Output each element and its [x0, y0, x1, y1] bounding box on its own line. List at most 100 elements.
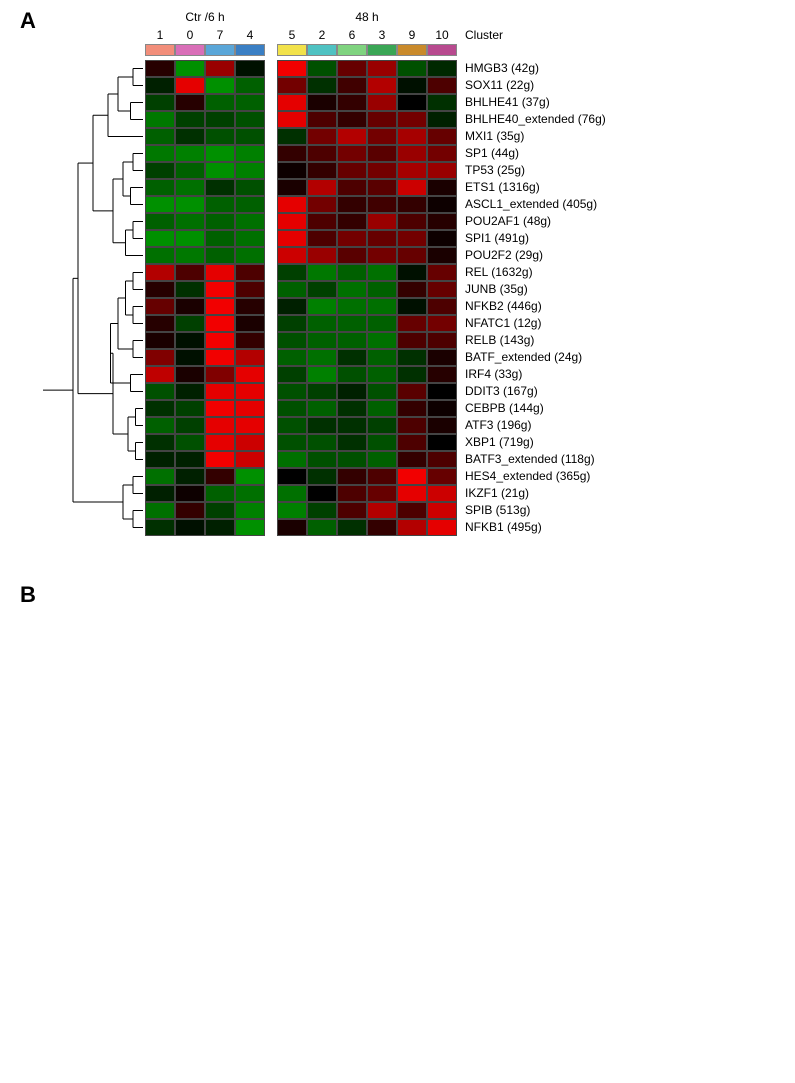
heatmap-cell	[397, 332, 427, 349]
heatmap-cell	[277, 485, 307, 502]
heatmap-cell	[145, 162, 175, 179]
heatmap-cell	[397, 145, 427, 162]
heatmap-row-label: SOX11 (22g)	[465, 78, 534, 92]
heatmap-cell	[397, 519, 427, 536]
heatmap-cell	[397, 400, 427, 417]
heatmap-cell	[337, 366, 367, 383]
heatmap-cell	[235, 366, 265, 383]
heatmap-cell	[307, 400, 337, 417]
heatmap-cell	[337, 400, 367, 417]
heatmap-cell	[277, 77, 307, 94]
heatmap-row-label: DDIT3 (167g)	[465, 384, 538, 398]
cluster-id: 2	[307, 28, 337, 42]
cluster-color	[175, 44, 205, 56]
heatmap-cell	[427, 349, 457, 366]
heatmap-cell	[307, 264, 337, 281]
heatmap-cell	[145, 468, 175, 485]
heatmap-cell	[235, 196, 265, 213]
heatmap-cell	[175, 315, 205, 332]
heatmap-cell	[277, 298, 307, 315]
heatmap-cell	[175, 502, 205, 519]
heatmap-cell	[367, 94, 397, 111]
heatmap-cell	[307, 60, 337, 77]
cluster-id: 3	[367, 28, 397, 42]
heatmap-cell	[205, 111, 235, 128]
heatmap-cell	[367, 451, 397, 468]
heatmap-row-label: HMGB3 (42g)	[465, 61, 539, 75]
heatmap-cell	[175, 179, 205, 196]
group-header: 48 h	[277, 10, 457, 24]
heatmap-cell	[205, 247, 235, 264]
heatmap-cell	[145, 77, 175, 94]
heatmap-cell	[145, 400, 175, 417]
heatmap-cell	[205, 264, 235, 281]
heatmap-cell	[367, 383, 397, 400]
heatmap-cell	[427, 264, 457, 281]
heatmap-cell	[337, 434, 367, 451]
heatmap-cell	[397, 162, 427, 179]
heatmap-cell	[175, 383, 205, 400]
heatmap-cell	[205, 383, 235, 400]
heatmap-cell	[367, 315, 397, 332]
heatmap-cell	[175, 400, 205, 417]
heatmap-row-label: ETS1 (1316g)	[465, 180, 540, 194]
cluster-id: 5	[277, 28, 307, 42]
heatmap-cell	[277, 145, 307, 162]
heatmap-cell	[205, 213, 235, 230]
heatmap-cell	[235, 383, 265, 400]
heatmap-cell	[337, 196, 367, 213]
heatmap-cell	[337, 298, 367, 315]
panel-a: Ctr /6 h48 h10745263910ClusterHMGB3 (42g…	[30, 10, 770, 570]
heatmap-cell	[145, 247, 175, 264]
heatmap-cell	[337, 451, 367, 468]
heatmap-row-label: NFATC1 (12g)	[465, 316, 541, 330]
heatmap-cell	[205, 128, 235, 145]
heatmap-cell	[277, 281, 307, 298]
heatmap-cell	[175, 77, 205, 94]
heatmap-cell	[307, 417, 337, 434]
heatmap-cell	[235, 264, 265, 281]
heatmap-cell	[145, 366, 175, 383]
heatmap-cell	[145, 94, 175, 111]
heatmap-cell	[337, 128, 367, 145]
heatmap-cell	[427, 128, 457, 145]
heatmap-cell	[427, 162, 457, 179]
heatmap-row-label: BATF_extended (24g)	[465, 350, 582, 364]
cluster-header: Cluster	[465, 28, 525, 42]
heatmap-cell	[277, 400, 307, 417]
heatmap-cell	[307, 451, 337, 468]
heatmap-cell	[307, 128, 337, 145]
panel-b	[30, 590, 770, 1070]
heatmap-cell	[145, 417, 175, 434]
heatmap-cell	[397, 128, 427, 145]
heatmap-row-label: ATF3 (196g)	[465, 418, 531, 432]
heatmap-cell	[337, 315, 367, 332]
heatmap-cell	[337, 213, 367, 230]
heatmap-cell	[235, 298, 265, 315]
heatmap-cell	[307, 77, 337, 94]
heatmap-cell	[337, 145, 367, 162]
heatmap-cell	[397, 502, 427, 519]
heatmap-cell	[427, 196, 457, 213]
heatmap-cell	[427, 400, 457, 417]
heatmap-cell	[367, 213, 397, 230]
heatmap-cell	[337, 77, 367, 94]
heatmap-cell	[397, 247, 427, 264]
heatmap-cell	[277, 128, 307, 145]
heatmap-cell	[337, 502, 367, 519]
heatmap-cell	[235, 247, 265, 264]
heatmap-cell	[307, 485, 337, 502]
heatmap-cell	[367, 366, 397, 383]
heatmap-cell	[427, 77, 457, 94]
cluster-id: 6	[337, 28, 367, 42]
heatmap-cell	[175, 247, 205, 264]
cluster-id: 4	[235, 28, 265, 42]
heatmap-cell	[205, 519, 235, 536]
heatmap-cell	[205, 315, 235, 332]
heatmap-cell	[367, 349, 397, 366]
heatmap-cell	[235, 230, 265, 247]
heatmap-cell	[145, 128, 175, 145]
group-header: Ctr /6 h	[145, 10, 265, 24]
heatmap-cell	[307, 383, 337, 400]
heatmap-cell	[337, 60, 367, 77]
